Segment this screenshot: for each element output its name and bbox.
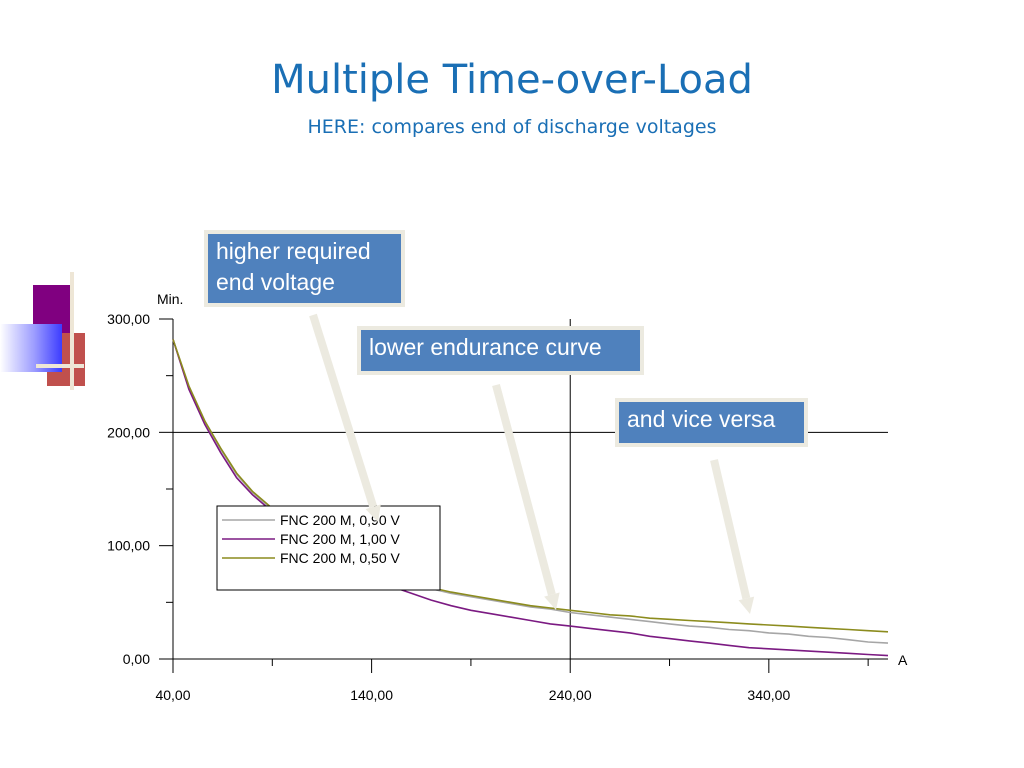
y-axis-label: Min. (157, 291, 183, 307)
legend-entry: FNC 200 M, 0,90 V (280, 512, 400, 528)
legend-entry: FNC 200 M, 0,50 V (280, 550, 400, 566)
legend-entry: FNC 200 M, 1,00 V (280, 531, 400, 547)
y-tick-label: 300,00 (107, 311, 150, 327)
slide-title: Multiple Time-over-Load (271, 57, 753, 103)
x-tick-label: 40,00 (155, 687, 190, 703)
callout-lower-endurance-curve: lower endurance curve (357, 326, 644, 375)
arrow-head (738, 596, 755, 614)
arrow-higher-required (309, 313, 381, 522)
callout-higher-required-end-voltage: higher required end voltage (204, 230, 405, 307)
series-line-1 (172, 339, 889, 644)
slide-subtitle: HERE: compares end of discharge voltages (307, 116, 717, 138)
callout-and-vice-versa: and vice versa (615, 398, 808, 447)
arrow-head (544, 592, 560, 610)
x-tick-label: 240,00 (549, 687, 592, 703)
arrow-shaft (309, 313, 378, 508)
y-tick-label: 200,00 (107, 424, 150, 440)
arrow-lower-endurance (492, 383, 560, 610)
arrow-vice-versa (710, 459, 755, 614)
series-line-2 (172, 339, 889, 657)
arrow-shaft (492, 383, 556, 596)
x-tick-label: 340,00 (747, 687, 790, 703)
arrow-head (365, 504, 381, 522)
arrow-shaft (710, 459, 751, 600)
y-tick-label: 0,00 (123, 651, 150, 667)
x-axis-label: A (898, 652, 908, 668)
y-tick-label: 100,00 (107, 538, 150, 554)
decorative-vertical-line (70, 272, 74, 390)
decorative-horizontal-line (36, 364, 84, 368)
x-tick-label: 140,00 (350, 687, 393, 703)
